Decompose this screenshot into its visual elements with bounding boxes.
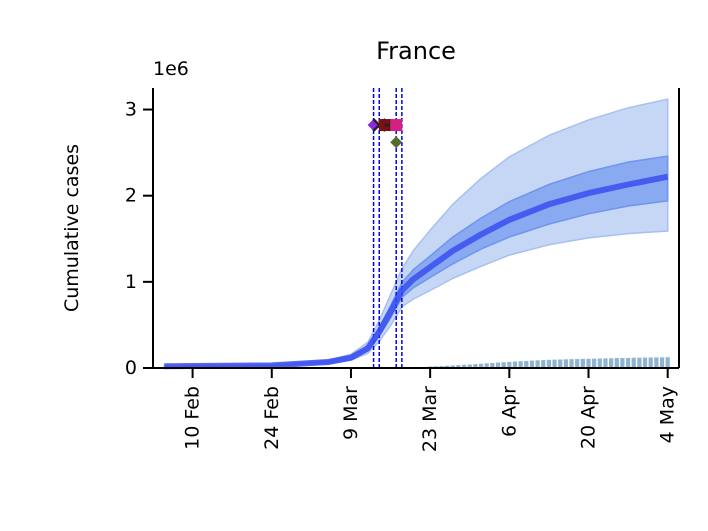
observed-bar (631, 357, 636, 368)
observed-bar (478, 363, 484, 368)
observed-bar (518, 361, 523, 368)
y-axis-multiplier: 1e6 (153, 58, 189, 80)
x-tick-label: 10 Feb (182, 386, 204, 450)
observed-bar (552, 359, 557, 368)
observed-bar (648, 357, 653, 368)
observed-bar (659, 357, 665, 368)
observed-bar (450, 365, 455, 368)
observed-bar (541, 360, 546, 368)
intervention-markers (367, 118, 403, 149)
observed-bar (575, 359, 580, 368)
y-tick-label: 2 (125, 185, 137, 207)
observed-bar (569, 359, 574, 368)
marker-diamond (390, 136, 403, 149)
observed-bar (592, 358, 597, 368)
axes (152, 88, 680, 369)
tick-labels: 10 Feb 24 Feb 9 Mar 23 Mar 6 Apr 20 Apr 4 May 0… (125, 99, 679, 453)
observed-bar (473, 364, 478, 368)
tick-marks (143, 108, 669, 378)
observed-bar (609, 358, 614, 368)
observed-bar (512, 361, 518, 368)
observed-bar (456, 365, 461, 368)
observed-bar (642, 357, 648, 368)
observed-bar (620, 358, 625, 368)
observed-bar (501, 362, 506, 368)
observed-bar (665, 357, 670, 368)
observed-bar (495, 362, 501, 368)
observed-bar (597, 358, 602, 368)
median-line-group (164, 173, 669, 370)
observed-bar (614, 358, 619, 368)
x-tick-label: 23 Mar (419, 386, 441, 452)
observed-case-bars (428, 357, 670, 368)
observed-bar (637, 357, 642, 368)
y-axis-label: Cumulative cases (61, 144, 83, 312)
x-tick-label: 24 Feb (261, 386, 283, 450)
band-outer (163, 98, 669, 368)
observed-bar (524, 360, 529, 368)
observed-bar (467, 364, 472, 368)
observed-bar (603, 358, 608, 368)
median-line (164, 173, 669, 370)
x-tick-label: 4 May (657, 386, 679, 443)
marker-square (390, 119, 403, 132)
observed-bar (535, 360, 540, 368)
observed-bar (444, 365, 450, 368)
x-tick-label: 9 Mar (340, 386, 362, 440)
intervention-lines (372, 88, 403, 368)
observed-bar (654, 357, 659, 368)
observed-bar (461, 364, 467, 368)
uncertainty-bands (163, 98, 669, 368)
observed-bar (529, 360, 535, 368)
observed-bar (507, 361, 512, 368)
observed-bar (586, 358, 591, 368)
y-tick-label: 0 (125, 357, 137, 379)
observed-bar (546, 359, 552, 368)
observed-bar (580, 358, 585, 368)
y-tick-label: 3 (125, 99, 137, 121)
y-tick-label: 1 (125, 271, 137, 293)
observed-bar (625, 357, 631, 368)
chart-title: France (376, 37, 456, 65)
observed-bar (484, 363, 489, 368)
x-tick-label: 6 Apr (498, 386, 520, 437)
observed-bar (558, 359, 563, 368)
x-tick-label: 20 Apr (578, 386, 600, 449)
observed-bar (490, 363, 495, 368)
observed-bar (563, 359, 569, 368)
